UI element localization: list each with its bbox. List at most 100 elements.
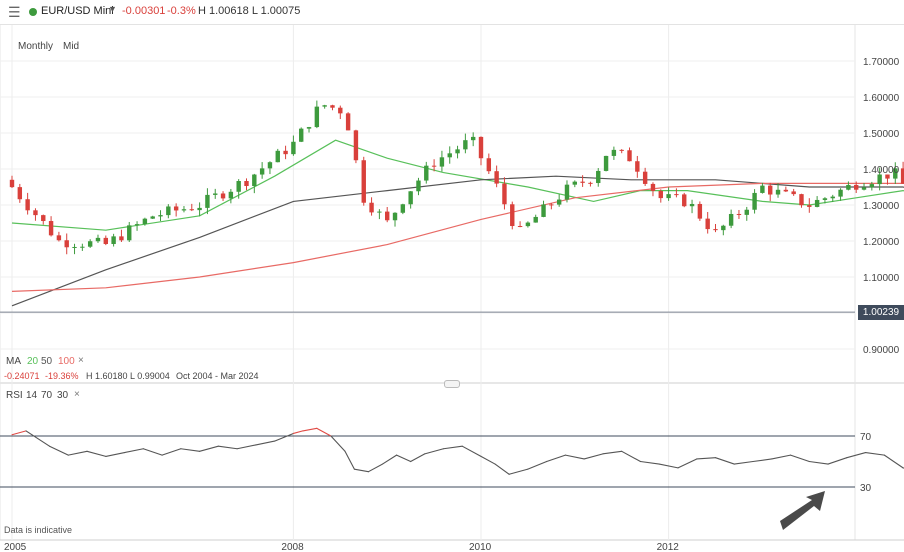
candle-body (220, 193, 226, 199)
rsi-segment (274, 432, 294, 442)
y-tick-label: 1.40000 (863, 165, 900, 176)
candle-body (572, 181, 577, 185)
rsi-segment (396, 454, 412, 463)
ma-close-icon[interactable]: × (78, 355, 84, 366)
candle-body (728, 213, 734, 226)
candle-body (533, 216, 538, 223)
rsi-segment (602, 450, 623, 455)
rsi-period[interactable]: 14 (26, 390, 38, 401)
candle-body (635, 161, 640, 172)
candle-body (150, 216, 155, 219)
ma-legend-label: MA (6, 356, 21, 367)
rsi-segment (124, 448, 144, 454)
candle-body (25, 199, 30, 211)
rsi-segment (714, 457, 735, 465)
rsi-segment (11, 430, 27, 436)
rsi-segment (86, 450, 107, 457)
candle-body (580, 181, 585, 183)
symbol-name[interactable]: EUR/USD Mini (41, 5, 114, 17)
rsi-segment (105, 452, 126, 457)
candle-body (9, 179, 15, 188)
rsi-tick-label: 30 (860, 483, 872, 494)
ma-period-100[interactable]: 100 (58, 356, 75, 367)
candle-body (611, 149, 617, 156)
rsi-segment (316, 427, 332, 437)
candle-body (556, 199, 562, 205)
candle-body (721, 225, 726, 231)
candle-body (299, 128, 304, 142)
candle-body (807, 205, 812, 207)
candle-body (510, 204, 515, 227)
candle-body (900, 168, 904, 184)
candle-body (470, 136, 476, 141)
candle-body (822, 198, 828, 200)
candle-body (478, 136, 484, 159)
candle-body (111, 236, 116, 245)
rsi-upper-level[interactable]: 70 (41, 390, 53, 401)
candle-body (713, 229, 718, 231)
candle-body (56, 235, 62, 241)
candle-body (596, 170, 601, 184)
candle-body (838, 189, 843, 197)
candle-body (236, 181, 241, 192)
rsi-segment (733, 460, 754, 465)
hamburger-menu-icon[interactable]: ☰ (8, 4, 21, 20)
candle-body (799, 194, 804, 206)
rsi-segment (330, 435, 346, 452)
interval-selector[interactable]: Monthly (18, 41, 54, 52)
candle-body (142, 218, 148, 225)
rsi-tick-label: 70 (860, 432, 872, 443)
arrow-annotation-icon (780, 491, 825, 530)
candle-body (517, 226, 523, 228)
price-type-selector[interactable]: Mid (63, 41, 80, 52)
rsi-close-icon[interactable]: × (74, 389, 80, 400)
candle-body (213, 193, 218, 195)
rsi-segment (236, 444, 257, 450)
ma-period-20[interactable]: 20 (27, 356, 39, 367)
rsi-segment (808, 460, 829, 465)
candle-body (861, 187, 867, 190)
price-change: -0.00301 (122, 5, 166, 17)
candle-body (768, 185, 773, 195)
candle-body (408, 191, 413, 205)
pane-resize-handle[interactable] (444, 380, 460, 388)
x-tick-label: 2012 (657, 542, 680, 552)
ma-period-50[interactable]: 50 (41, 356, 53, 367)
candle-body (775, 189, 781, 195)
candle-body (400, 204, 406, 213)
high-low: H 1.00618 L 1.00075 (198, 5, 301, 17)
rsi-segment (865, 452, 885, 456)
candle-body (345, 113, 351, 131)
candle-body (549, 204, 554, 206)
candle-body (392, 212, 398, 221)
candle-body (525, 222, 531, 227)
y-tick-label: 1.60000 (863, 93, 900, 104)
candle-body (127, 225, 132, 241)
candle-body (64, 240, 69, 248)
rsi-segment (217, 445, 238, 450)
candle-body (252, 174, 257, 187)
candle-body (455, 149, 460, 154)
axes: 200520082010201220152018202020221.700001… (0, 57, 900, 552)
chevron-down-icon[interactable]: ▼ (108, 4, 117, 14)
rsi-segment (546, 454, 566, 463)
candle-body (642, 171, 648, 184)
rsi-segment (344, 450, 355, 470)
rsi-lower-level[interactable]: 30 (57, 390, 69, 401)
candle-body (760, 185, 765, 193)
candle-body (564, 184, 570, 200)
rsi-segment (494, 463, 510, 475)
candle-body (330, 105, 335, 108)
candle-body (385, 211, 390, 221)
rsi-segment (302, 427, 318, 432)
rsi-segment (508, 468, 529, 475)
candle-body (314, 106, 320, 128)
y-tick-label: 1.70000 (863, 57, 900, 68)
candle-body (33, 210, 38, 216)
rsi-segment (461, 445, 482, 457)
price-change-pct: -0.3% (167, 5, 196, 17)
rsi-segment (142, 448, 163, 456)
candle-body (259, 168, 265, 175)
candle-body (830, 196, 835, 199)
candle-body (72, 246, 77, 248)
